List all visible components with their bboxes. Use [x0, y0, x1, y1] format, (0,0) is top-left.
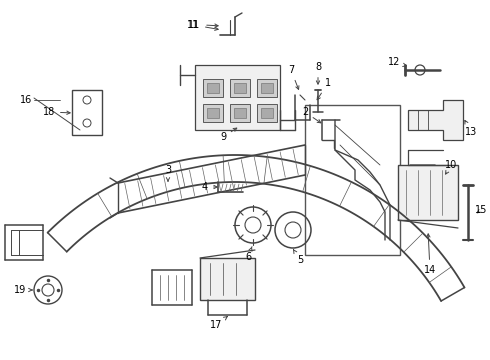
Bar [261, 108, 273, 118]
Text: 15: 15 [475, 205, 488, 215]
Text: 11: 11 [188, 20, 218, 30]
Text: 19: 19 [14, 285, 32, 295]
Bar [261, 83, 273, 93]
Bar [72, 90, 102, 135]
Text: 16: 16 [20, 95, 32, 105]
Bar [257, 104, 277, 122]
Text: 8: 8 [315, 62, 321, 84]
Polygon shape [410, 165, 445, 187]
Text: 13: 13 [465, 120, 477, 137]
Text: 5: 5 [294, 250, 303, 265]
Polygon shape [408, 100, 463, 140]
Text: 11: 11 [187, 20, 199, 30]
Bar [200, 258, 255, 300]
Bar [203, 79, 223, 97]
Bar [234, 108, 246, 118]
Bar [234, 83, 246, 93]
Bar [305, 105, 400, 255]
Bar [195, 65, 280, 130]
Bar [207, 108, 219, 118]
Text: 3: 3 [165, 165, 171, 181]
Bar [230, 79, 250, 97]
Bar [207, 83, 219, 93]
Text: 2: 2 [302, 107, 321, 123]
Text: 9: 9 [220, 128, 237, 142]
Text: 4: 4 [202, 182, 217, 192]
Text: 18: 18 [43, 107, 70, 117]
Bar [398, 165, 458, 220]
Text: 14: 14 [424, 234, 436, 275]
Bar [230, 104, 250, 122]
Bar [257, 79, 277, 97]
Text: 10: 10 [445, 160, 457, 174]
Bar [203, 104, 223, 122]
Text: 17: 17 [210, 316, 227, 330]
Text: 12: 12 [388, 57, 406, 67]
Text: 1: 1 [317, 78, 331, 100]
Text: 7: 7 [288, 65, 299, 89]
Text: 6: 6 [245, 247, 252, 262]
